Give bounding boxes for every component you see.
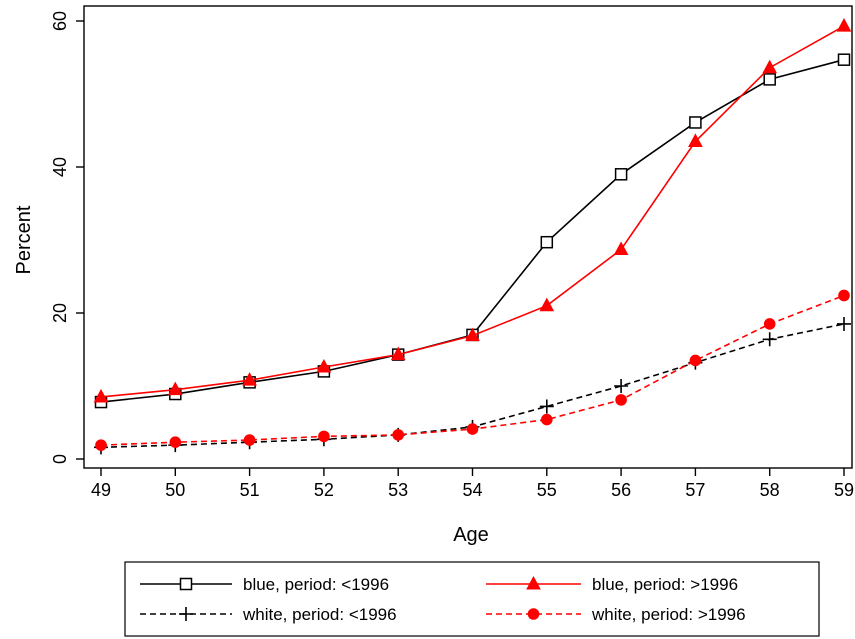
data-point xyxy=(838,289,850,302)
data-point xyxy=(318,430,330,443)
plot-area xyxy=(83,5,853,469)
data-point xyxy=(390,346,406,361)
y-tick-label: 40 xyxy=(50,157,70,177)
x-tick-label: 56 xyxy=(611,480,631,500)
series-4 xyxy=(95,289,850,451)
data-point xyxy=(763,318,776,330)
legend-box xyxy=(124,561,820,637)
data-point xyxy=(93,388,109,403)
y-axis-title: Percent xyxy=(13,205,35,274)
data-point xyxy=(540,235,554,249)
data-point xyxy=(243,434,256,446)
data-point xyxy=(689,354,702,367)
data-point xyxy=(836,18,852,32)
x-tick-label: 53 xyxy=(388,480,408,500)
data-point xyxy=(316,358,332,373)
x-axis: 49 50 51 52 53 54 55 56 57 58 59 xyxy=(91,468,854,500)
data-point xyxy=(763,73,776,86)
y-tick-label: 0 xyxy=(50,454,70,464)
data-point xyxy=(539,297,555,312)
data-point xyxy=(614,379,629,393)
data-point xyxy=(615,394,627,406)
x-tick-label: 49 xyxy=(91,480,111,500)
series-layer xyxy=(93,18,852,455)
legend-label: white, period: <1996 xyxy=(242,605,397,624)
data-point xyxy=(169,436,182,449)
legend-label: white, period: >1996 xyxy=(591,605,746,624)
data-point xyxy=(465,327,480,342)
legend-marker xyxy=(527,608,540,620)
data-point xyxy=(539,399,554,414)
data-point xyxy=(392,429,405,441)
legend-marker xyxy=(179,577,193,591)
x-tick-label: 58 xyxy=(760,480,780,500)
x-tick-label: 52 xyxy=(314,480,334,500)
data-point xyxy=(466,423,479,435)
legend-marker xyxy=(526,575,541,590)
data-point xyxy=(762,59,778,74)
legend-marker xyxy=(179,607,193,621)
x-tick-label: 59 xyxy=(834,480,854,500)
data-point xyxy=(688,133,703,147)
x-axis-title: Age xyxy=(453,524,489,546)
y-axis: 0 20 40 60 xyxy=(50,11,84,464)
legend-item: blue, period: <1996 xyxy=(140,575,389,594)
x-tick-label: 55 xyxy=(537,480,557,500)
legend-item: blue, period: >1996 xyxy=(486,575,738,594)
x-tick-label: 50 xyxy=(165,480,185,500)
data-point xyxy=(837,316,851,331)
data-point xyxy=(837,53,851,66)
x-tick-label: 51 xyxy=(240,480,260,500)
legend-label: blue, period: >1996 xyxy=(592,575,738,594)
y-tick-label: 20 xyxy=(50,303,70,323)
data-point xyxy=(762,332,777,347)
series-2 xyxy=(93,18,852,403)
y-tick-label: 60 xyxy=(50,11,70,31)
legend-label: blue, period: <1996 xyxy=(243,575,389,594)
data-point xyxy=(95,439,107,451)
data-point xyxy=(614,168,628,181)
data-point xyxy=(167,381,183,396)
data-point xyxy=(613,241,629,255)
legend-item: white, period: <1996 xyxy=(140,605,397,624)
data-point xyxy=(541,413,553,426)
legend: blue, period: <1996 blue, period: >1996 wh… xyxy=(124,561,820,637)
x-tick-label: 54 xyxy=(462,480,482,500)
data-point xyxy=(242,372,257,386)
data-point xyxy=(689,116,702,129)
x-tick-label: 57 xyxy=(685,480,705,500)
legend-item: white, period: >1996 xyxy=(486,605,746,624)
